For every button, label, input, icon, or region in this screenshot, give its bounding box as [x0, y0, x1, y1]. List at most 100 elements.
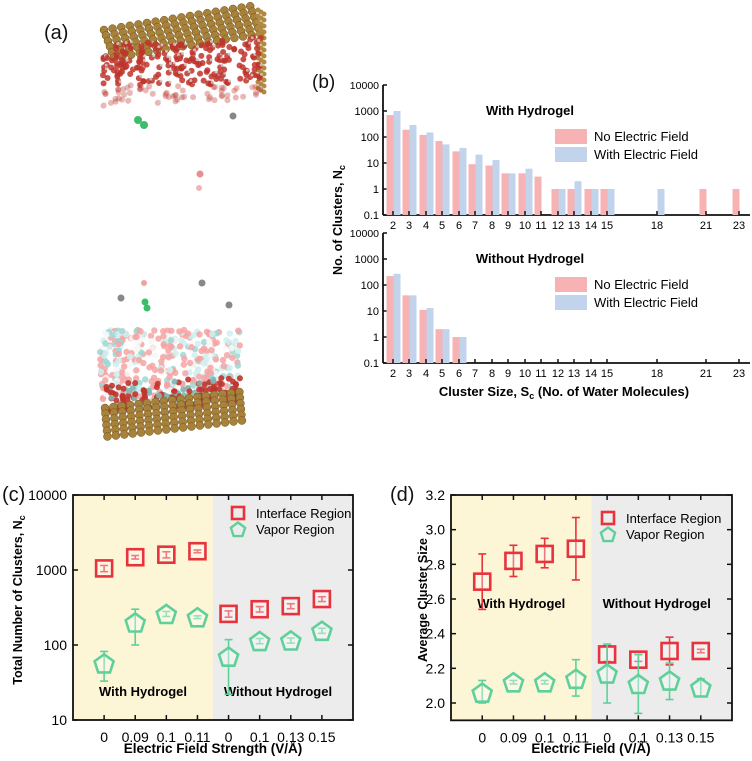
hydrogen-atom: [153, 90, 157, 94]
hydrogen-atom: [172, 61, 176, 65]
hydrogen-atom: [159, 79, 163, 83]
water-atom: [168, 343, 175, 351]
water-atom: [172, 350, 179, 357]
oxygen-atom: [240, 56, 247, 63]
gold-atom: [261, 77, 267, 83]
hydrogen-atom: [168, 62, 172, 66]
oxygen-atom: [172, 92, 179, 99]
oxygen-atom: [218, 375, 225, 382]
vapor-molecule: [141, 280, 147, 286]
hydrogen-atom: [127, 84, 131, 88]
water-atom: [151, 352, 159, 359]
hydrogen-atom: [193, 48, 197, 52]
x-tick-label: 7: [472, 368, 478, 380]
water-atom: [191, 352, 198, 359]
hydrogen-atom: [149, 77, 153, 81]
hydrogen-atom: [222, 84, 226, 88]
oxygen-atom: [136, 86, 143, 93]
legend-swatch: [555, 295, 587, 310]
bar-no-field: [435, 329, 443, 363]
oxygen-atom: [240, 93, 247, 100]
oxygen-atom: [237, 75, 244, 82]
oxygen-atom: [125, 380, 132, 387]
bar-no-field: [419, 134, 427, 215]
gold-atom: [261, 83, 267, 89]
vapor-marker: [658, 669, 681, 691]
oxygen-atom: [127, 70, 134, 77]
water-atom: [219, 356, 227, 364]
water-atom: [163, 381, 171, 388]
legend-label: Interface Region: [626, 511, 721, 526]
x-axis-label: Electric Field (V/Å): [531, 741, 650, 756]
interface-marker: [219, 604, 238, 624]
oxygen-atom: [219, 93, 226, 100]
hydrogen-atom: [237, 84, 241, 88]
vapor-molecule: [196, 170, 204, 178]
hydrogen-atom: [164, 49, 168, 53]
x-tick-label: 0.1: [629, 729, 649, 745]
region-label: Without Hydrogel: [224, 684, 332, 699]
x-tick-label: 0.15: [308, 729, 335, 745]
water-atom: [103, 331, 110, 338]
hydrogen-atom: [175, 91, 179, 95]
hydrogen-atom: [129, 40, 133, 44]
gold-atom: [261, 17, 267, 23]
water-atom: [145, 349, 153, 356]
hydrogen-atom: [209, 58, 213, 62]
y-tick-label: 10000: [350, 228, 379, 240]
water-atom: [229, 354, 236, 361]
interface-marker: [312, 589, 332, 609]
vapor-molecule: [229, 112, 237, 120]
oxygen-atom: [175, 83, 182, 90]
y-tick-label: 10000: [28, 487, 67, 503]
hydrogen-atom: [257, 38, 261, 42]
hydrogen-atom: [181, 51, 185, 55]
hydrogen-atom: [256, 83, 260, 87]
vapor-marker: [124, 611, 147, 633]
oxygen-atom: [218, 92, 225, 99]
water-atom: [212, 356, 220, 363]
hydrogen-atom: [250, 36, 254, 40]
oxygen-atom: [179, 87, 186, 94]
hydrogen-atom: [160, 43, 164, 47]
water-atom: [115, 350, 123, 358]
hydrogen-atom: [256, 91, 260, 95]
x-tick-label: 14: [585, 220, 597, 232]
oxygen-atom: [102, 90, 109, 97]
oxygen-atom: [101, 88, 108, 95]
x-tick-label: 5: [439, 368, 445, 380]
oxygen-atom: [113, 45, 120, 52]
x-tick-label: 21: [700, 220, 712, 232]
water-atom: [189, 382, 197, 389]
hydrogen-atom: [169, 69, 173, 73]
y-tick-label: 1000: [355, 254, 379, 266]
x-tick-label: 6: [456, 220, 462, 232]
oxygen-atom: [165, 94, 172, 101]
water-atom: [133, 345, 141, 353]
gold-atom: [111, 431, 121, 440]
oxygen-atom: [224, 97, 231, 104]
oxygen-atom: [172, 98, 179, 105]
gold-atom: [261, 53, 267, 59]
water-atom: [146, 364, 153, 371]
oxygen-atom: [208, 73, 215, 80]
y-tick-label: 0.1: [364, 210, 379, 222]
oxygen-atom: [112, 391, 119, 398]
bar-no-field: [402, 129, 410, 215]
water-atom: [119, 369, 126, 376]
legend-swatch: [555, 277, 587, 292]
vapor-molecule: [196, 185, 202, 191]
water-atom: [207, 369, 214, 377]
oxygen-atom: [186, 388, 193, 395]
y-tick-label: 10: [51, 712, 67, 728]
oxygen-atom: [113, 397, 120, 404]
water-atom: [203, 328, 211, 335]
hydrogen-atom: [152, 54, 156, 58]
hydrogen-atom: [184, 93, 188, 97]
y-tick-label: 10: [367, 158, 379, 170]
x-tick-label: 11: [535, 220, 546, 232]
oxygen-atom: [214, 56, 221, 63]
gold-atom: [162, 425, 171, 434]
